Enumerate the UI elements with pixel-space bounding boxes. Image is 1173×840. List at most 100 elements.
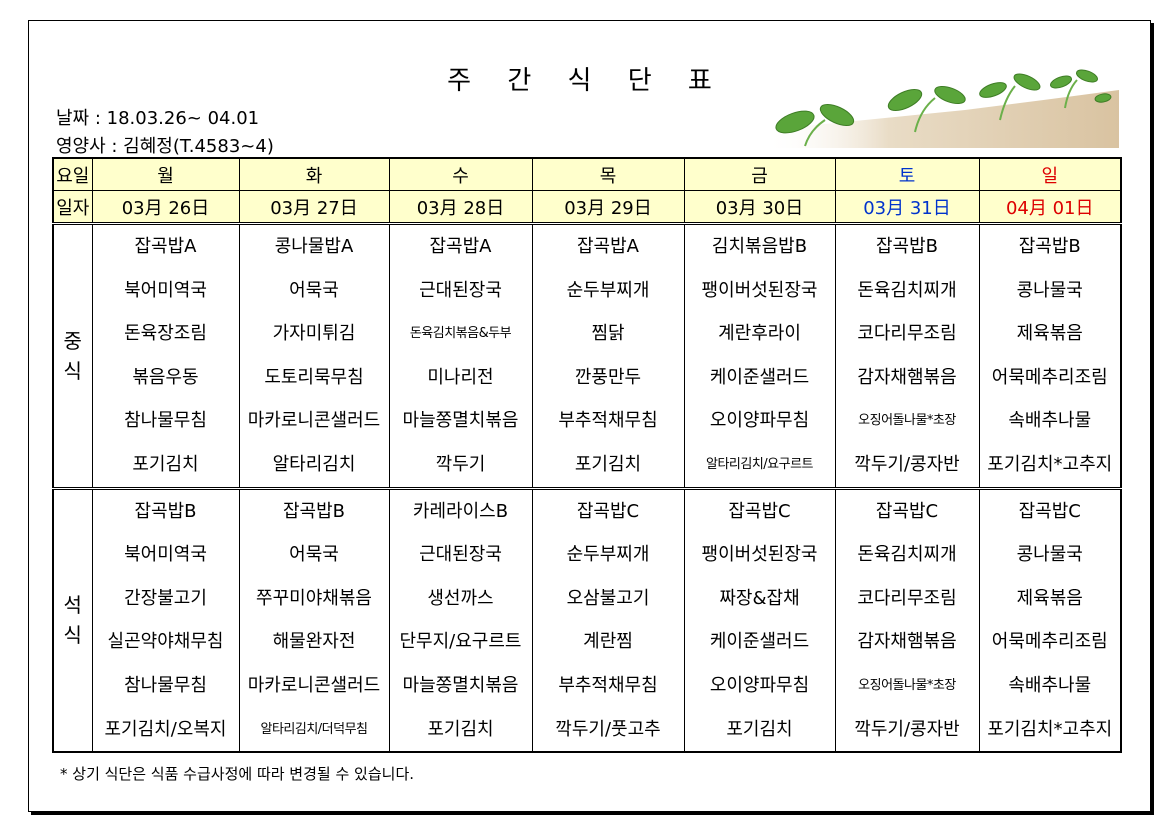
- menu-item: 깍두기/콩자반: [854, 718, 960, 740]
- menu-item: 알타리김치/요구르트: [705, 456, 814, 472]
- menu-item: 어묵메추리조림: [991, 631, 1108, 653]
- menu-item: 포기김치: [427, 718, 494, 740]
- day-date: 03月 26日: [91, 190, 240, 225]
- date-label: 일자: [52, 190, 93, 225]
- menu-item: 쭈꾸미야채볶음: [256, 587, 372, 609]
- menu-item: 포기김치/오복지: [104, 718, 227, 740]
- menu-item: 잡곡밥B: [282, 500, 346, 522]
- menu-item: 순두부찌개: [566, 279, 650, 301]
- day-date: 03月 27日: [238, 190, 390, 225]
- menu-item: 제육볶음: [1016, 587, 1083, 609]
- menu-item: 실곤약야채무침: [107, 631, 224, 653]
- menu-item: 북어미역국: [124, 279, 207, 301]
- menu-item: 콩나물국: [1016, 279, 1083, 301]
- menu-item: 감자채햄볶음: [857, 631, 957, 653]
- day-date: 03月 29日: [531, 190, 685, 225]
- day-name: 금: [683, 157, 836, 191]
- menu-item: 돈육장조림: [124, 323, 207, 345]
- day-date-sunday: 04月 01日: [978, 190, 1122, 225]
- menu-item: 돈육김치볶음&두부: [409, 326, 512, 342]
- menu-item: 잡곡밥B: [134, 500, 197, 522]
- menu-item: 속배추나물: [1008, 410, 1092, 432]
- menu-item: 참나물무침: [124, 410, 207, 432]
- menu-item: 김치볶음밥B: [711, 236, 808, 257]
- menu-item: 깐풍만두: [574, 366, 642, 388]
- menu-item: 잡곡밥C: [576, 500, 640, 522]
- menu-item: 계란후라이: [718, 323, 801, 345]
- menu-item: 콩나물밥A: [274, 236, 354, 257]
- dinner-day-cell: 잡곡밥C 팽이버섯된장국 짜장&잡채 케이준샐러드 오이양파무침 포기김치: [683, 487, 836, 753]
- menu-item: 알타리김치/더덕무침: [260, 721, 368, 737]
- day-name-sunday: 일: [978, 157, 1122, 191]
- menu-item: 북어미역국: [124, 544, 207, 566]
- menu-item: 마늘쫑멸치볶음: [402, 674, 519, 696]
- menu-item: 단무지/요구르트: [399, 631, 522, 653]
- menu-item: 부추적채무침: [558, 410, 658, 432]
- menu-item: 케이준샐러드: [709, 631, 810, 653]
- menu-item: 생선까스: [427, 587, 494, 609]
- menu-item: 돈육김치찌개: [857, 544, 957, 566]
- dinner-day-cell: 잡곡밥C 순두부찌개 오삼불고기 계란찜 부추적채무침 깍두기/풋고추: [531, 487, 685, 753]
- menu-item: 미나리전: [427, 366, 494, 388]
- day-name: 수: [388, 157, 533, 191]
- dinner-day-cell: 잡곡밥C 콩나물국 제육볶음 어묵메추리조림 속배추나물 포기김치*고추지: [978, 487, 1122, 753]
- menu-item: 해물완자전: [272, 631, 356, 653]
- menu-item: 포기김치: [132, 453, 199, 475]
- menu-item: 포기김치: [726, 718, 793, 740]
- menu-item: 코다리무조림: [857, 587, 957, 609]
- dietitian-info: 영양사 : 김혜정(T.4583~4): [56, 136, 274, 157]
- day-date: 03月 28日: [388, 190, 533, 225]
- menu-item: 오징어돌나물*초장: [858, 677, 956, 693]
- menu-item: 잡곡밥A: [577, 236, 639, 257]
- lunch-day-cell: 잡곡밥A 북어미역국 돈육장조림 볶음우동 참나물무침 포기김치: [91, 223, 240, 490]
- menu-item: 볶음우동: [132, 366, 199, 388]
- weekday-row: 요일 월 화 수 목 금 토 일: [52, 157, 1122, 191]
- day-date-saturday: 03月 31日: [834, 190, 980, 225]
- menu-item: 어묵국: [289, 544, 339, 566]
- menu-item: 부추적채무침: [558, 674, 658, 696]
- menu-item: 알타리김치: [272, 453, 356, 475]
- lunch-day-cell: 잡곡밥B 돈육김치찌개 코다리무조림 감자채햄볶음 오징어돌나물*초장 깍두기/콩자반: [834, 223, 980, 490]
- date-row: 일자 03月 26日 03月 27日 03月 28日 03月 29日 03月 3…: [52, 190, 1122, 225]
- menu-item: 순두부찌개: [566, 544, 650, 566]
- menu-item: 짜장&잡채: [719, 587, 800, 609]
- menu-item: 오삼불고기: [566, 587, 650, 609]
- menu-item: 근대된장국: [419, 279, 502, 301]
- menu-item: 근대된장국: [419, 544, 502, 566]
- menu-item: 팽이버섯된장국: [701, 279, 818, 301]
- menu-item: 마카로니콘샐러드: [247, 410, 381, 432]
- lunch-day-cell: 잡곡밥A 순두부찌개 찜닭 깐풍만두 부추적채무침 포기김치: [531, 223, 685, 490]
- menu-item: 참나물무침: [124, 674, 207, 696]
- menu-item: 오이양파무침: [709, 410, 810, 432]
- sprout-illustration: [765, 69, 1119, 148]
- day-date: 03月 30日: [683, 190, 836, 225]
- menu-item: 찜닭: [591, 323, 625, 345]
- menu-item: 감자채햄볶음: [857, 366, 957, 388]
- weekly-menu-table: 요일 월 화 수 목 금 토 일 일자 03月 26日 03月 27日 03月 …: [52, 157, 1122, 754]
- menu-item: 마카로니콘샐러드: [247, 674, 381, 696]
- notice-text: * 상기 식단은 식품 수급사정에 따라 변경될 수 있습니다.: [60, 765, 415, 783]
- menu-item: 깍두기/풋고추: [555, 718, 661, 740]
- menu-item: 가자미튀김: [272, 323, 356, 345]
- day-name-saturday: 토: [834, 157, 980, 191]
- menu-item: 잡곡밥C: [1018, 500, 1081, 522]
- lunch-day-cell: 콩나물밥A 어묵국 가자미튀김 도토리묵무침 마카로니콘샐러드 알타리김치: [238, 223, 390, 490]
- menu-item: 마늘쫑멸치볶음: [402, 410, 519, 432]
- menu-item: 어묵메추리조림: [991, 366, 1108, 388]
- menu-item: 깍두기: [435, 453, 486, 475]
- menu-item: 어묵국: [289, 279, 339, 301]
- menu-item: 카레라이스B: [412, 500, 509, 522]
- menu-item: 콩나물국: [1016, 544, 1083, 566]
- menu-item: 케이준샐러드: [709, 366, 810, 388]
- menu-item: 깍두기/콩자반: [854, 453, 960, 475]
- menu-item: 잡곡밥C: [875, 500, 939, 522]
- day-name: 화: [238, 157, 390, 191]
